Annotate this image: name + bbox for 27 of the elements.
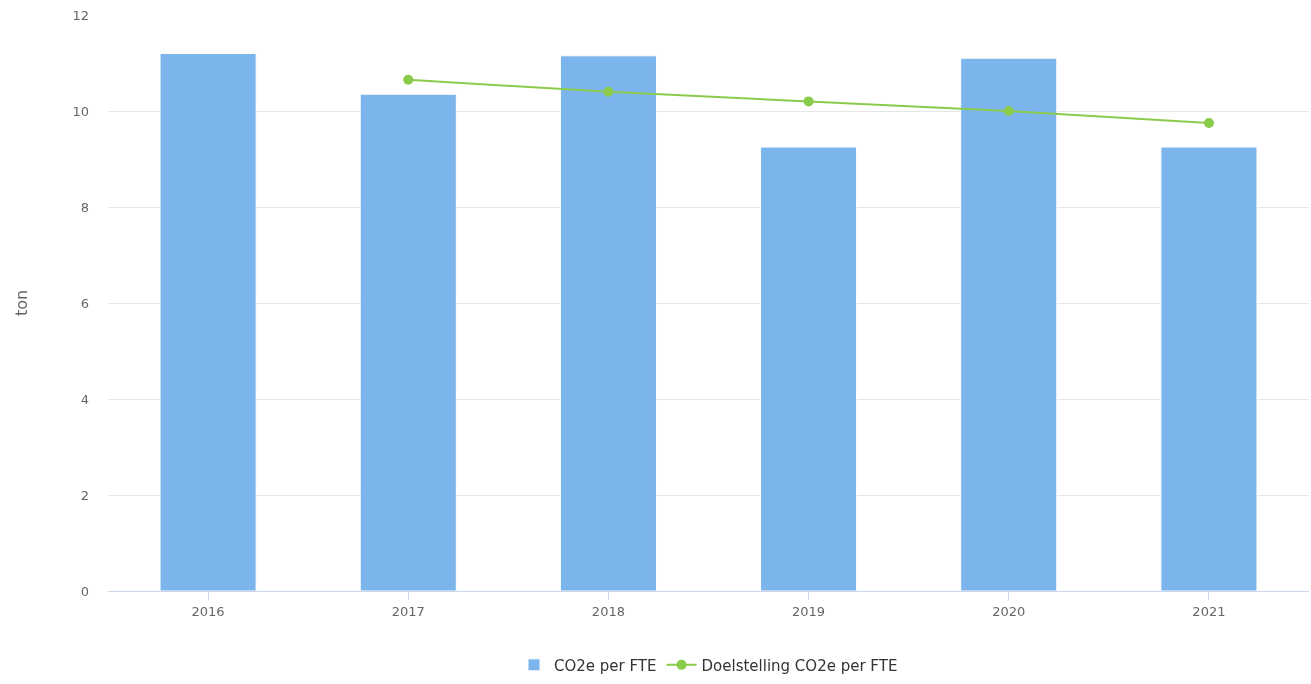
x-tick-label: 2018	[591, 603, 625, 619]
x-tick-label: 2021	[1192, 603, 1226, 619]
y-tick-label: 8	[80, 199, 89, 215]
x-tick-label: 2017	[391, 603, 425, 619]
x-tick-label: 2020	[992, 603, 1026, 619]
bar	[159, 52, 257, 591]
bar	[1160, 146, 1258, 591]
point	[803, 96, 814, 107]
y-tick-label: 4	[80, 391, 89, 407]
y-tick-label: 2	[80, 487, 89, 503]
point	[603, 86, 614, 97]
bar	[359, 93, 457, 591]
y-tick-label: 10	[72, 103, 89, 119]
y-tick-label: 12	[72, 7, 89, 23]
x-tick-label: 2016	[191, 603, 225, 619]
bar	[960, 57, 1058, 591]
y-tick-label: 6	[80, 295, 89, 311]
legend-label: CO2e per FTE	[554, 656, 657, 675]
bar	[559, 55, 657, 591]
bar	[760, 146, 858, 591]
y-tick-label: 0	[80, 583, 89, 599]
point	[1003, 106, 1014, 116]
point	[1203, 118, 1214, 128]
y-axis-title: ton	[12, 289, 32, 317]
point	[403, 74, 414, 85]
legend-label: Doelstelling CO2e per FTE	[701, 656, 898, 675]
x-tick-label: 2019	[792, 603, 826, 619]
